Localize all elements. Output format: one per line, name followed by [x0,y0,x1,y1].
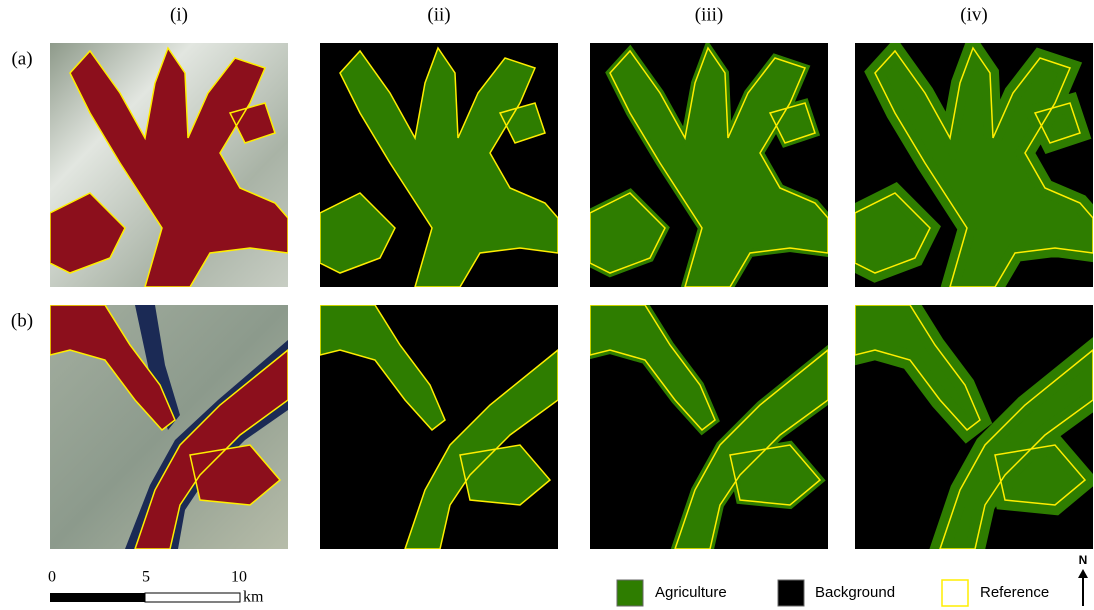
column-label: (iii) [695,4,724,25]
result-panel [320,43,558,287]
north-label: N [1079,553,1088,567]
result-panel [855,305,1093,549]
result-panel [590,305,828,549]
scale-label: 0 [48,569,56,586]
scale-label: 10 [231,569,247,586]
result-panel [855,43,1093,287]
row-label: (a) [11,48,32,69]
legend-label: Agriculture [655,584,727,601]
result-panel [320,305,558,549]
column-label: (ii) [427,4,450,25]
image-panel [50,43,288,287]
column-label: (iv) [960,4,987,25]
result-panel [590,43,828,287]
north-arrow-head [1078,569,1088,578]
image-panel [50,305,288,549]
legend-swatch [942,580,968,606]
row-label: (b) [11,310,33,331]
legend-swatch [617,580,643,606]
figure: (i) (ii) (iii) (iv) (a) (b) 0 5 10 km Ag… [0,0,1094,610]
legend-swatch [778,580,804,606]
scale-label: 5 [142,569,150,586]
column-label: (i) [170,4,188,25]
scale-unit: km [243,589,264,606]
scale-bar [50,593,145,602]
scale-bar [145,593,240,602]
legend-label: Reference [980,584,1049,601]
legend-label: Background [815,584,895,601]
page: (i) (ii) (iii) (iv) (a) (b) 0 5 10 km Ag… [0,0,1094,610]
